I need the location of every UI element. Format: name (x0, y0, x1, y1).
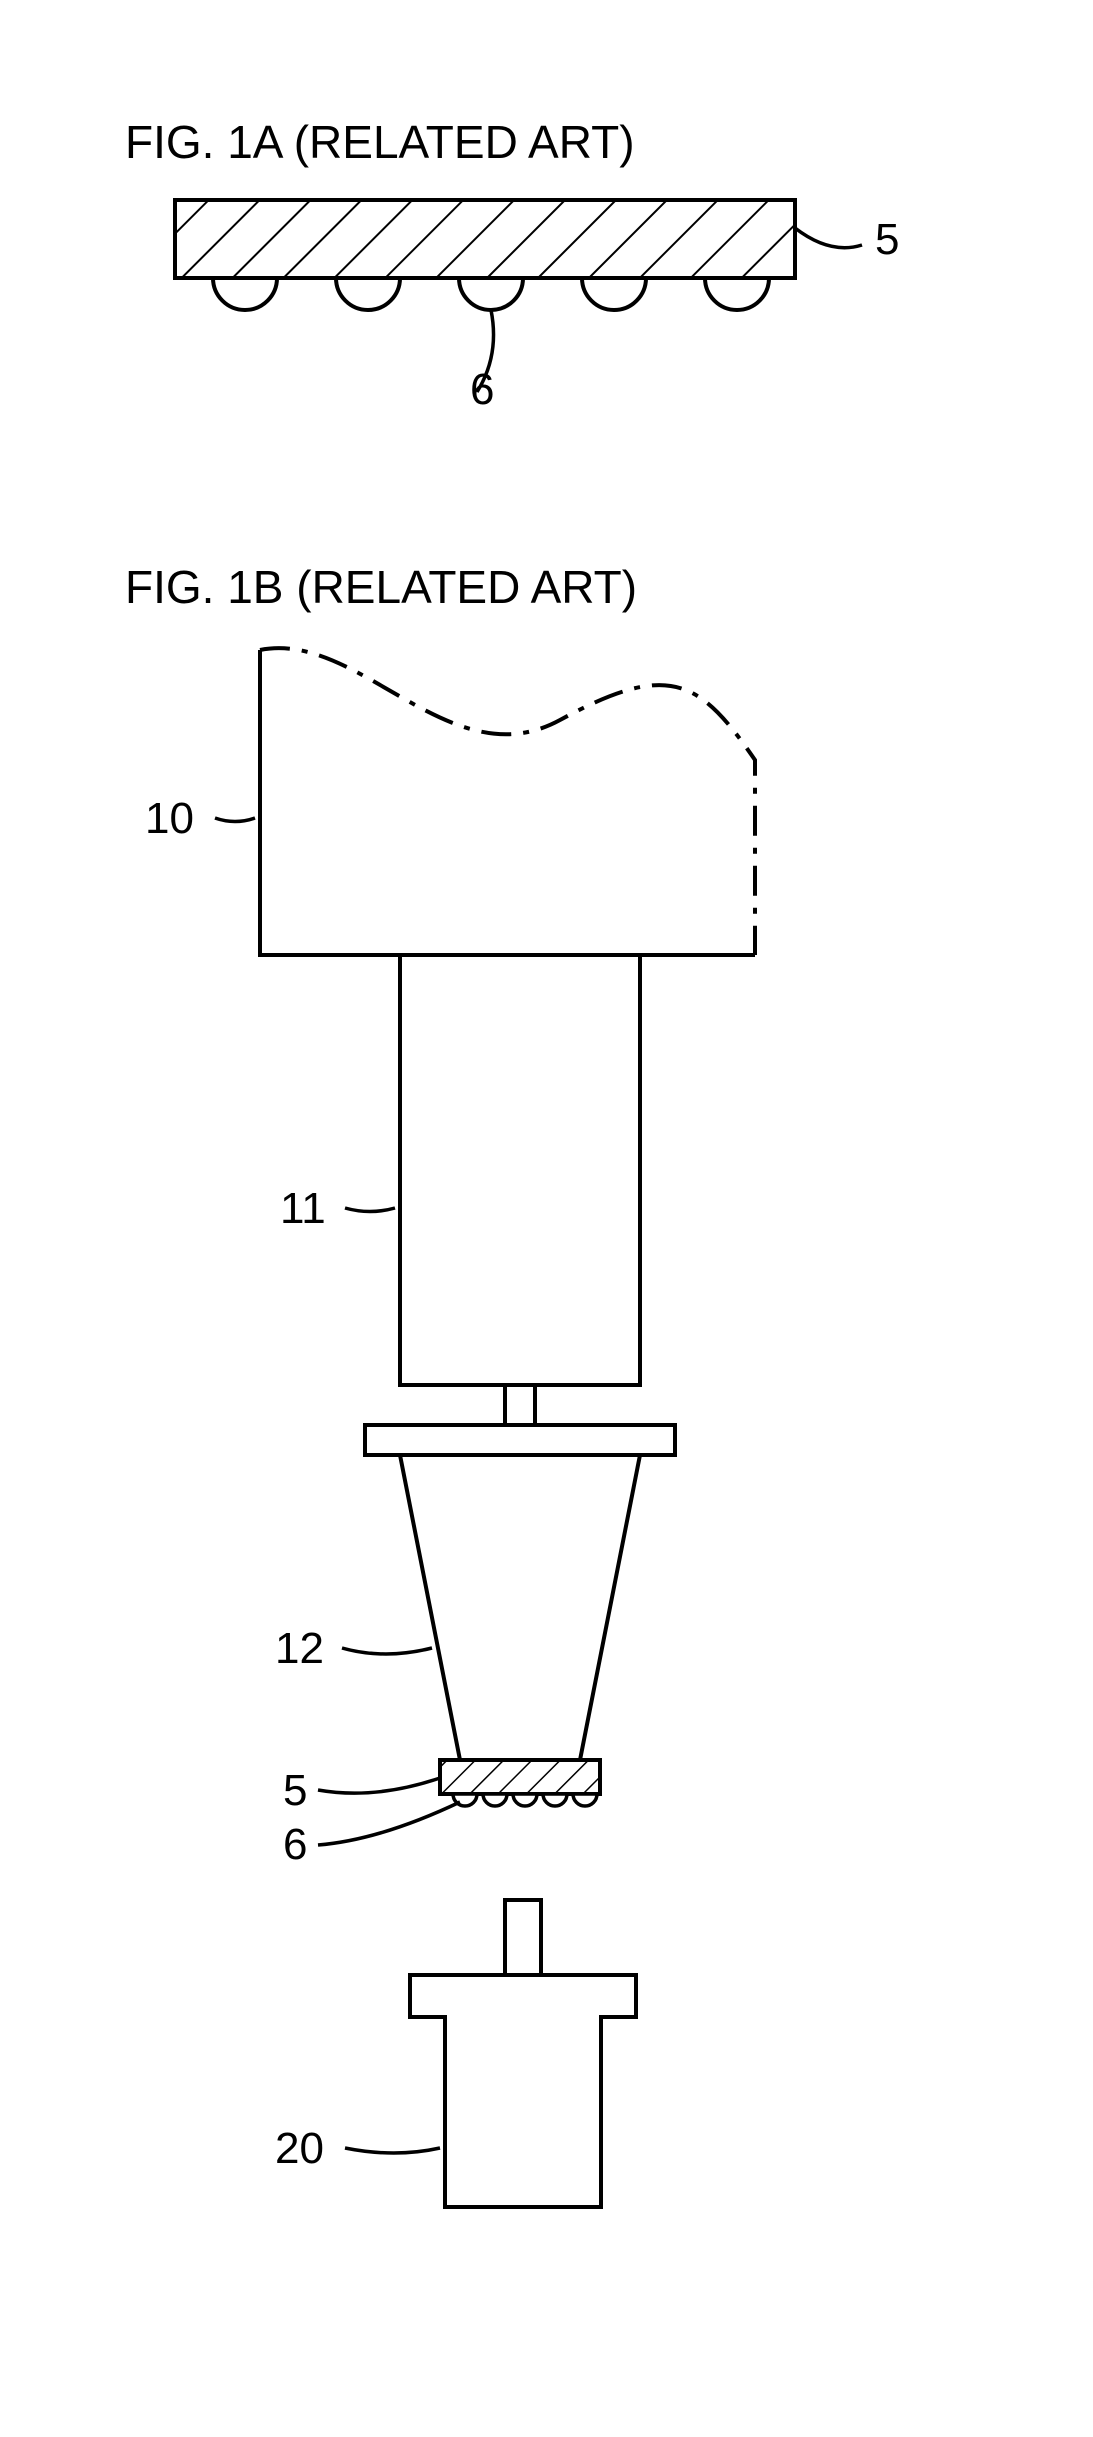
fig1b-label-11: 11 (280, 1184, 326, 1234)
page: FIG. 1A (RELATED ART) 5 6 FIG. 1B (RELAT… (0, 0, 1093, 2437)
fig1b-label-20: 20 (275, 2124, 324, 2174)
cylinder-11 (400, 955, 640, 1385)
chip-5 (440, 1760, 600, 1794)
fig1b-label-5: 5 (283, 1766, 307, 1816)
bumps-6-small (453, 1794, 597, 1806)
cone-12 (400, 1455, 640, 1760)
fig1b-drawing (0, 0, 1093, 2437)
plate (365, 1425, 675, 1455)
fig1b-label-12: 12 (275, 1624, 324, 1674)
stage-20 (410, 1900, 636, 2207)
stem-11 (505, 1385, 535, 1425)
block-10 (260, 648, 755, 955)
fig1b-label-6: 6 (283, 1820, 307, 1870)
fig1b-label-10: 10 (145, 794, 194, 844)
